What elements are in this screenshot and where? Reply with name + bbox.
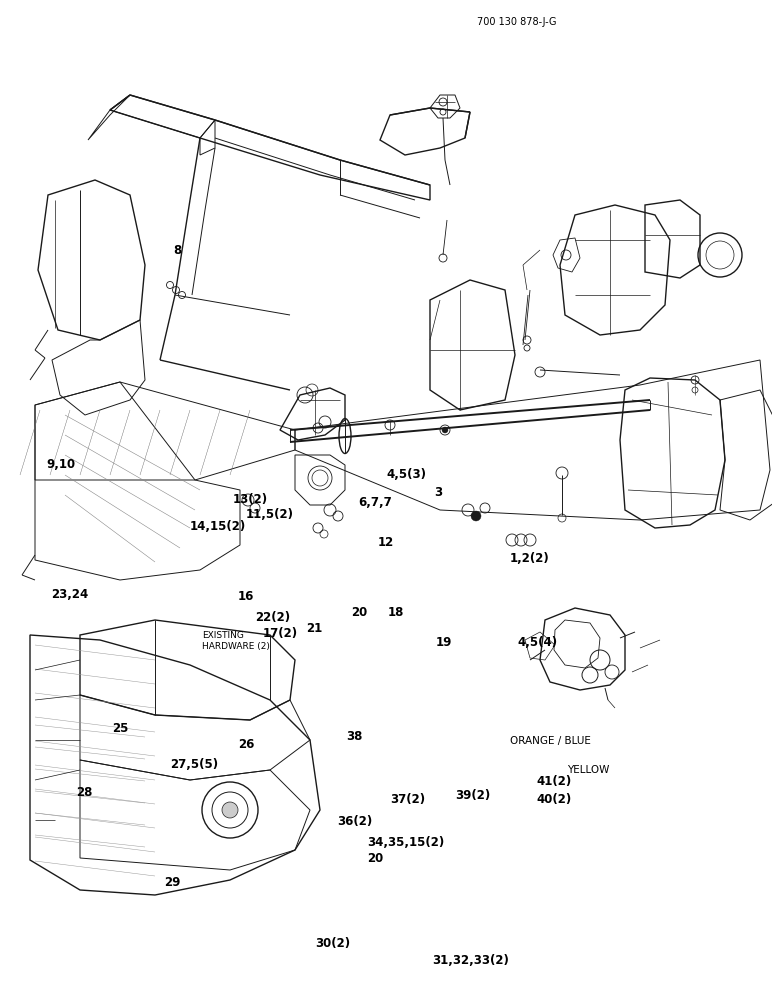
Text: EXISTING
HARDWARE (2): EXISTING HARDWARE (2) [202,631,270,651]
Text: ORANGE / BLUE: ORANGE / BLUE [510,736,591,746]
Text: 9,10: 9,10 [46,458,76,471]
Text: 38: 38 [346,730,362,744]
Text: 3: 3 [435,487,443,499]
Text: 11,5(2): 11,5(2) [245,508,293,520]
Text: 34,35,15(2): 34,35,15(2) [367,836,445,849]
Text: 18: 18 [388,605,404,618]
Text: 700 130 878-J-G: 700 130 878-J-G [477,17,557,27]
Text: 41(2): 41(2) [537,776,572,788]
Text: 31,32,33(2): 31,32,33(2) [432,954,510,966]
Text: 4,5(3): 4,5(3) [386,468,426,482]
Text: 6,7,7: 6,7,7 [358,496,392,510]
Text: 8: 8 [173,243,181,256]
Text: 36(2): 36(2) [337,815,373,828]
Text: 19: 19 [435,637,452,650]
Circle shape [471,511,481,521]
Text: 16: 16 [238,590,254,603]
Text: 1,2(2): 1,2(2) [510,552,549,564]
Text: 21: 21 [306,622,322,636]
Text: 28: 28 [76,786,92,798]
Circle shape [442,427,448,433]
Text: 40(2): 40(2) [537,794,572,806]
Text: 22(2): 22(2) [255,610,290,624]
Text: 20: 20 [351,605,367,618]
Text: 13(2): 13(2) [233,492,268,506]
Text: 20: 20 [367,851,384,864]
Text: 14,15(2): 14,15(2) [190,520,246,534]
Text: 30(2): 30(2) [315,938,350,950]
Text: 25: 25 [112,722,128,734]
Text: 39(2): 39(2) [455,788,491,802]
Text: 23,24: 23,24 [51,587,88,600]
Text: 37(2): 37(2) [390,794,425,806]
Text: 17(2): 17(2) [262,626,297,640]
Text: 26: 26 [238,738,254,750]
Text: YELLOW: YELLOW [567,765,610,775]
Circle shape [222,802,238,818]
Text: 4,5(4): 4,5(4) [517,637,557,650]
Text: 27,5(5): 27,5(5) [170,758,218,772]
Text: 29: 29 [164,876,181,888]
Text: 12: 12 [378,536,394,550]
